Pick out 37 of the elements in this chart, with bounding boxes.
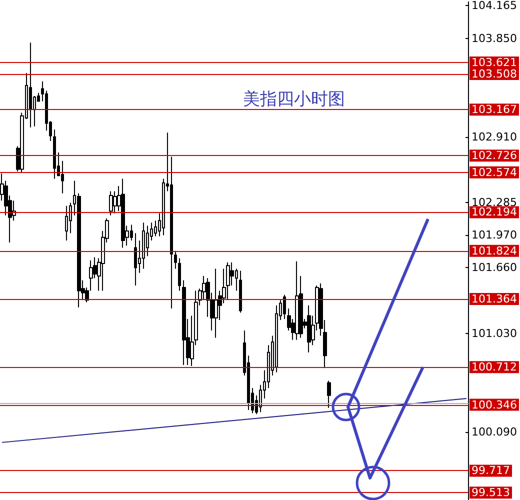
candlestick [29,42,32,128]
candlestick [174,250,177,270]
candlestick [307,304,311,353]
ref-line-label: 103.621 [472,56,518,70]
ref-line-label: 99.717 [472,464,510,478]
candlestick [134,232,137,286]
candlestick [283,294,286,320]
candlestick [327,380,331,408]
candlestick [53,129,56,180]
candlestick [109,190,113,216]
candlestick [65,205,68,241]
candlestick [226,262,230,301]
ref-line-label: 101.824 [472,244,518,258]
candlestick [295,260,299,340]
ref-line-label: 100.712 [472,360,518,374]
ref-line-label: 102.726 [472,149,518,162]
candlestick [121,178,125,248]
y-tick-label: 104.165 [472,0,518,12]
candlestick [182,280,186,366]
candlestick [178,258,181,292]
ref-line-label: 103.508 [472,68,518,81]
candlestick [142,222,145,270]
y-tick-label: 103.850 [472,32,518,45]
candlestick [239,270,242,314]
ref-line-label: 102.194 [472,206,518,219]
ref-line-label: 103.167 [472,103,518,116]
y-tick-label: 101.660 [472,261,518,274]
candlestick [214,268,218,338]
y-tick-label: 101.970 [472,228,518,242]
ref-line-label: 100.346 [472,398,518,412]
text: 美指四小时图 [243,90,345,110]
ref-line-label: 101.364 [472,292,518,306]
ref-line-label: 99.513 [472,486,510,500]
ref-line-label: 102.574 [472,166,518,179]
y-tick-label: 101.030 [472,327,518,340]
y-tick-label: 100.090 [472,425,518,438]
y-tick-label: 102.910 [472,130,518,144]
